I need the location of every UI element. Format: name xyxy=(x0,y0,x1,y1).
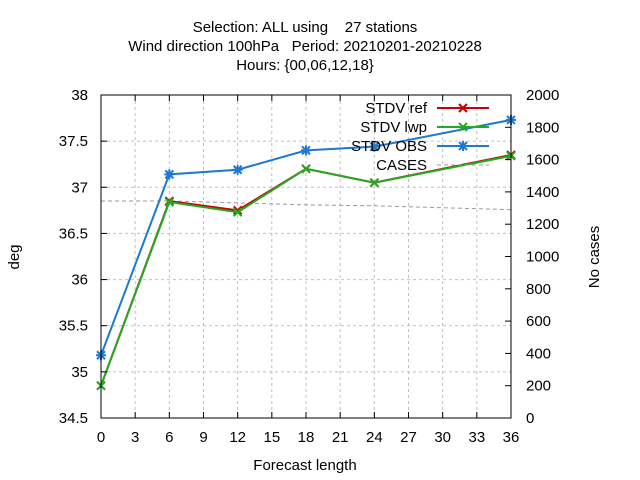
data-point-stdv-lwp xyxy=(301,164,311,174)
data-point-stdv-lwp xyxy=(232,207,243,217)
legend: STDV ref STDV lwp STDV OBS CASES xyxy=(351,100,489,174)
legend-label-cases: CASES xyxy=(376,157,427,174)
x-tick-label: 36 xyxy=(503,429,520,446)
x-tick-label: 33 xyxy=(468,429,485,446)
y-tick-label: 37.5 xyxy=(59,133,88,150)
x-tick-label: 18 xyxy=(298,429,315,446)
y2-tick-label: 1600 xyxy=(526,152,559,169)
series-line-stdv-lwp xyxy=(100,154,512,387)
data-point-stdv-ref xyxy=(232,205,243,216)
y2-tick-label: 200 xyxy=(526,378,551,395)
y2-tick-label: 1400 xyxy=(526,184,559,201)
y2-tick-label: 1000 xyxy=(526,249,559,266)
data-point-stdv-lwp xyxy=(369,177,380,188)
legend-marker-stdv-lwp xyxy=(458,122,468,132)
y2-tick-label: 800 xyxy=(526,281,551,298)
y-tick-label: 36 xyxy=(71,272,88,289)
y2-tick-label: 0 xyxy=(526,410,534,427)
legend-label-stdv-ref: STDV ref xyxy=(365,100,428,117)
x-tick-label: 12 xyxy=(229,429,246,446)
legend-label-stdv-obs: STDV OBS xyxy=(351,138,427,155)
y2-tick-label: 400 xyxy=(526,345,551,362)
x-tick-label: 3 xyxy=(131,429,139,446)
x-axis-label: Forecast length xyxy=(253,457,356,474)
series-line-stdv-obs xyxy=(100,118,512,356)
x-tick-label: 24 xyxy=(366,429,383,446)
y-axis-label: deg xyxy=(6,244,23,269)
grid xyxy=(101,95,511,418)
x-tick-label: 0 xyxy=(97,429,105,446)
y-tick-label: 37 xyxy=(71,179,88,196)
legend-marker-stdv-ref xyxy=(458,103,468,113)
x-tick-label: 30 xyxy=(434,429,451,446)
y-tick-label: 38 xyxy=(71,87,88,104)
chart-title-line-2: Wind direction 100hPa Period: 20210201-2… xyxy=(128,38,482,55)
data-point-stdv-lwp xyxy=(164,197,175,207)
legend-label-stdv-lwp: STDV lwp xyxy=(360,119,427,136)
y-tick-label: 34.5 xyxy=(59,410,88,427)
x-tick-label: 27 xyxy=(400,429,417,446)
chart-title-line-1: Selection: ALL using 27 stations xyxy=(193,19,418,36)
y2-tick-label: 1200 xyxy=(526,216,559,233)
y-tick-label: 35 xyxy=(71,364,88,381)
y-tick-label: 35.5 xyxy=(59,318,88,335)
y2-tick-label: 600 xyxy=(526,313,551,330)
y2-axis-label: No cases xyxy=(586,226,603,289)
series-line-cases xyxy=(101,200,512,211)
x-tick-label: 9 xyxy=(199,429,207,446)
y2-tick-label: 2000 xyxy=(526,87,559,104)
x-tick-label: 15 xyxy=(263,429,280,446)
chart-title-line-3: Hours: {00,06,12,18} xyxy=(236,57,374,74)
cases-series xyxy=(101,200,512,211)
series-lines xyxy=(96,114,516,391)
y-tick-label: 36.5 xyxy=(59,225,88,242)
y2-tick-label: 1800 xyxy=(526,119,559,136)
x-tick-label: 6 xyxy=(165,429,173,446)
axis-ticks: 0 3 6 9 12 15 18 21 24 27 30 33 3634.53535.53636.537… xyxy=(59,87,560,446)
x-tick-label: 21 xyxy=(332,429,349,446)
